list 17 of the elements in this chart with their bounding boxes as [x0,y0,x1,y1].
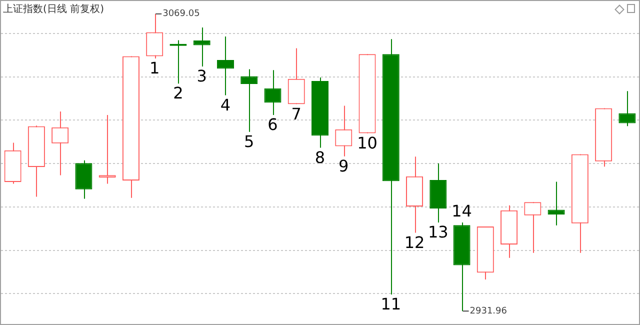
text: 10 [357,133,378,152]
text: 6 [268,115,278,134]
text: 3 [196,66,207,86]
text: 5 [244,132,254,152]
text: 9 [338,156,349,176]
text: 11 [380,294,402,314]
text: 13 [428,222,448,242]
text: 7 [291,104,302,124]
text: 4 [220,95,231,114]
text: 12 [404,232,425,252]
text: 8 [314,148,326,167]
chart-title: 上证指数(日线 前复权) [3,2,104,16]
annotation: 2931.96 [470,306,508,316]
text: 2 [173,84,184,103]
text: 1 [150,58,160,78]
text: 14 [452,202,472,221]
annotation: 3069.05 [162,9,200,20]
